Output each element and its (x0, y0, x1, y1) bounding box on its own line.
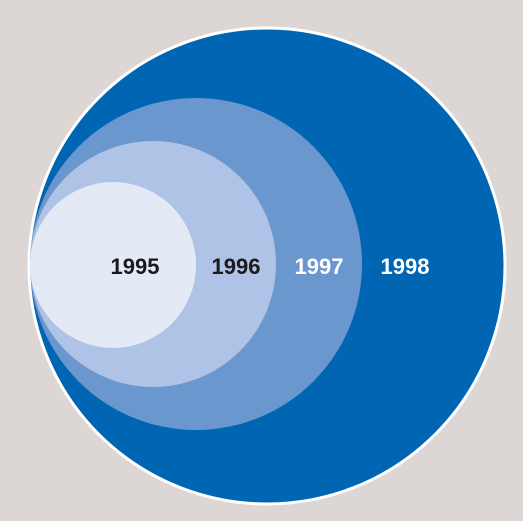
label-1997: 1997 (295, 254, 344, 279)
label-1995: 1995 (111, 254, 160, 279)
circle-1995 (30, 182, 196, 348)
label-1998: 1998 (381, 254, 430, 279)
label-1996: 1996 (212, 254, 261, 279)
